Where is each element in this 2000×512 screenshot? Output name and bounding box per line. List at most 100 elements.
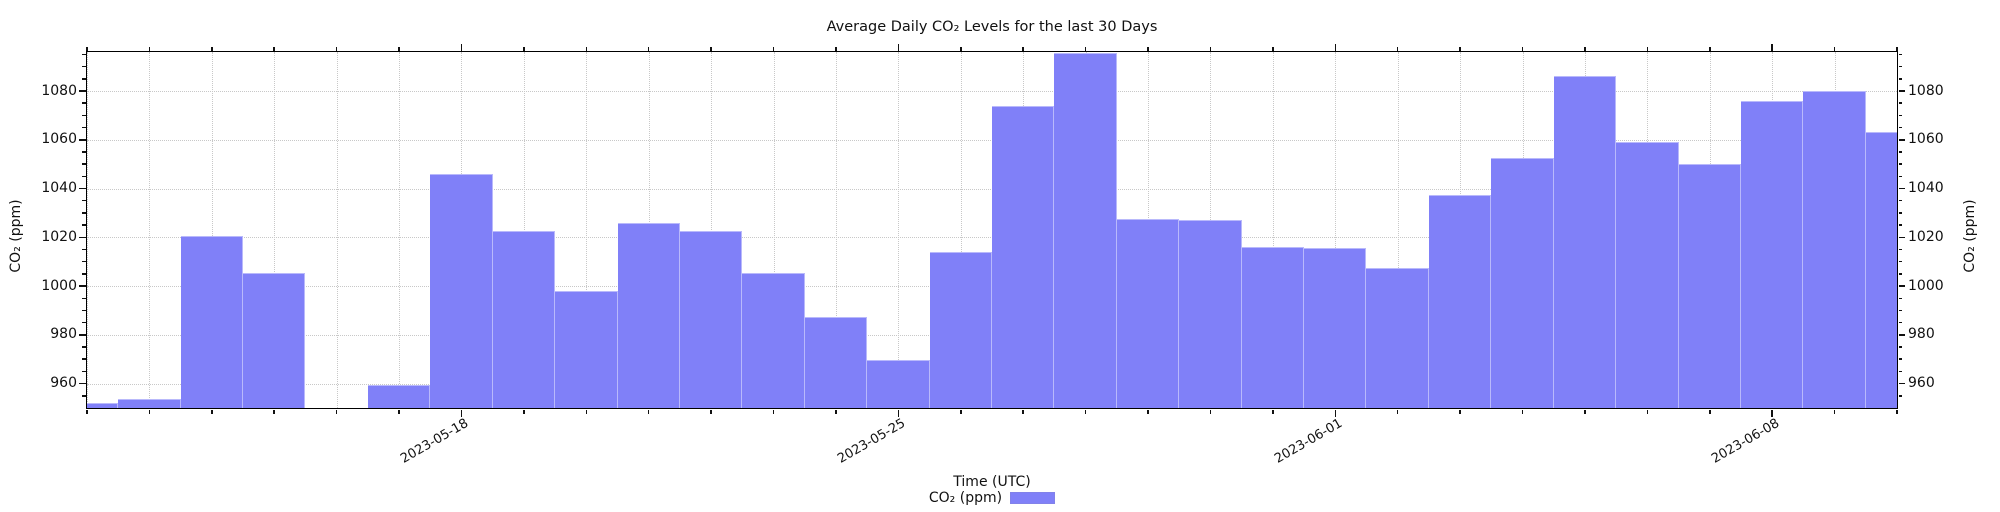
x-tick xyxy=(1272,409,1274,414)
x-tick xyxy=(273,409,275,414)
x-tick xyxy=(897,43,900,51)
y-tick xyxy=(1898,114,1902,117)
x-tick xyxy=(835,409,837,414)
x-tick xyxy=(1334,409,1337,417)
y-tick xyxy=(82,370,86,373)
bar xyxy=(617,222,680,408)
x-tick xyxy=(585,46,588,51)
chart-title: Average Daily CO₂ Levels for the last 30… xyxy=(826,19,1158,35)
y-tick xyxy=(1898,224,1902,226)
x-tick xyxy=(897,409,900,417)
legend-label: CO₂ (ppm) xyxy=(928,490,1003,506)
x-tick xyxy=(460,409,463,417)
x-tick xyxy=(1209,46,1212,51)
x-tick xyxy=(523,409,525,414)
v-gridline xyxy=(960,52,962,408)
bar xyxy=(1678,164,1741,408)
y-tick xyxy=(1898,151,1902,153)
x-tick xyxy=(1709,46,1711,51)
y-tick xyxy=(1898,248,1902,251)
y-tick xyxy=(79,139,86,141)
x-tick xyxy=(335,409,338,414)
x-tick xyxy=(772,46,775,51)
y-tick xyxy=(82,151,86,153)
x-tick xyxy=(1334,43,1337,51)
x-tick xyxy=(1147,409,1149,414)
v-gridline xyxy=(1397,52,1399,408)
x-tick xyxy=(148,46,151,51)
v-gridline xyxy=(149,52,151,408)
y-tick xyxy=(1898,175,1902,178)
y-tick xyxy=(1898,126,1902,129)
bar xyxy=(867,360,930,408)
x-tick xyxy=(1833,409,1836,414)
y-tick-label: 1080 xyxy=(1908,82,1944,99)
bar xyxy=(555,290,618,408)
x-tick xyxy=(1584,46,1586,51)
x-tick xyxy=(960,409,962,414)
y-tick xyxy=(1898,187,1905,190)
bar xyxy=(804,316,868,408)
v-gridline xyxy=(835,52,837,408)
y-tick xyxy=(82,102,86,104)
y-tick xyxy=(1898,297,1902,300)
y-tick xyxy=(1898,90,1905,92)
x-tick xyxy=(335,46,338,51)
x-tick-label: 2023-06-01 xyxy=(1271,416,1345,467)
x-tick xyxy=(86,409,88,414)
y-tick xyxy=(82,273,86,275)
x-axis-label: Time (UTC) xyxy=(953,474,1031,490)
y-tick xyxy=(82,346,86,348)
bar xyxy=(1803,91,1866,408)
y-tick-label: 1040 xyxy=(1908,180,1944,197)
y-tick-label: 1020 xyxy=(1908,228,1944,245)
y-tick-label: 980 xyxy=(50,326,77,343)
y-tick xyxy=(1898,163,1902,165)
y-tick xyxy=(79,90,86,92)
bar xyxy=(679,231,743,408)
x-tick xyxy=(273,46,275,51)
v-gridline xyxy=(399,52,401,408)
y-tick xyxy=(1898,346,1902,348)
v-gridline xyxy=(773,52,775,408)
y-tick xyxy=(82,321,86,324)
x-tick xyxy=(1459,46,1461,51)
y-tick-label: 1080 xyxy=(41,82,77,99)
x-tick xyxy=(1833,46,1836,51)
y-tick xyxy=(82,114,86,117)
x-tick xyxy=(1396,46,1399,51)
y-tick xyxy=(82,395,86,397)
v-gridline xyxy=(1272,52,1274,408)
x-tick xyxy=(1396,409,1399,414)
y-tick-label: 1020 xyxy=(41,228,77,245)
x-tick xyxy=(1272,46,1274,51)
bar xyxy=(1616,142,1679,408)
x-tick xyxy=(1521,46,1524,51)
legend: CO₂ (ppm) xyxy=(87,489,1897,507)
bar xyxy=(367,384,431,408)
y-tick xyxy=(1898,321,1902,324)
x-tick xyxy=(647,409,650,414)
bar xyxy=(180,236,244,408)
x-tick xyxy=(398,409,400,414)
y-tick-label: 1060 xyxy=(1908,131,1944,148)
bar xyxy=(1304,248,1367,408)
x-tick xyxy=(960,46,962,51)
y-tick xyxy=(82,297,86,300)
x-tick xyxy=(1147,46,1149,51)
x-tick xyxy=(148,409,151,414)
y-tick xyxy=(1898,212,1902,214)
y-tick xyxy=(82,65,86,68)
bar xyxy=(1428,194,1492,408)
bar xyxy=(1491,158,1554,408)
y-tick xyxy=(1898,370,1902,373)
x-tick xyxy=(835,46,837,51)
x-tick xyxy=(1646,409,1649,414)
bar xyxy=(1740,100,1804,408)
y-tick-label: 1040 xyxy=(41,180,77,197)
y-tick xyxy=(1898,285,1905,287)
x-tick xyxy=(398,46,400,51)
bar xyxy=(1865,132,1897,408)
y-axis-label-right: CO₂ (ppm) xyxy=(1962,199,1978,273)
bar xyxy=(992,105,1055,408)
